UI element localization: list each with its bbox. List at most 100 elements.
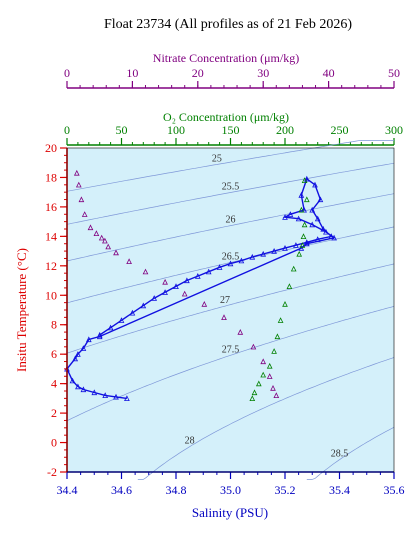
y-axis: -2 0 2 4 6 8 10 12 14 16 18 20: [45, 141, 68, 479]
data-point: [250, 343, 257, 350]
data-point: [314, 236, 321, 242]
y-tick-label: 8: [51, 318, 57, 332]
data-point: [298, 245, 305, 251]
data-point: [129, 309, 136, 316]
data-point: [75, 351, 81, 357]
data-point: [312, 181, 318, 188]
data-point: [96, 331, 103, 338]
data-series: [64, 169, 337, 401]
data-point: [273, 392, 280, 398]
data-point: [126, 258, 132, 264]
data-point: [290, 265, 297, 272]
data-point: [282, 214, 288, 220]
data-point: [216, 264, 223, 270]
data-point: [113, 249, 119, 256]
data-point: [98, 234, 105, 241]
y-tick-label: 10: [45, 288, 57, 302]
secondary-tick-label: 100: [167, 123, 185, 137]
series-2: [73, 169, 280, 398]
series-1: [249, 177, 310, 401]
contour-label: 26: [226, 215, 236, 226]
data-point: [238, 257, 245, 264]
data-point: [75, 181, 82, 188]
data-point: [80, 345, 87, 351]
data-point: [251, 389, 258, 396]
density-contour: [66, 226, 395, 304]
x-tick-label: 35.0: [220, 483, 241, 497]
data-point: [260, 371, 267, 378]
data-point: [271, 248, 277, 254]
data-point: [221, 314, 227, 320]
density-contour: [137, 357, 395, 480]
data-point: [201, 301, 208, 307]
data-point: [303, 175, 310, 182]
contour-label: 26.5: [222, 251, 240, 262]
data-point: [286, 283, 293, 289]
data-point: [142, 268, 149, 275]
series-line: [66, 177, 336, 400]
data-point: [118, 317, 125, 323]
data-point: [296, 250, 303, 257]
data-point: [113, 393, 119, 400]
data-point: [293, 242, 299, 248]
data-point: [85, 336, 92, 343]
y-tick-label: 2: [51, 406, 57, 420]
data-point: [102, 392, 109, 398]
data-point: [205, 268, 212, 275]
density-contours: 25 25.5 26 26.5 27 27.5 28 28.5: [66, 140, 395, 480]
contour-label: 27: [220, 295, 230, 306]
data-point: [124, 395, 130, 401]
x-tick-label: 34.6: [111, 483, 132, 497]
data-point: [80, 386, 87, 393]
y-tick-label: 16: [45, 200, 57, 214]
data-point: [194, 273, 201, 279]
contour-label: 25: [212, 153, 222, 164]
nitrate-axis-label: Nitrate Concentration (μm/kg): [153, 51, 299, 65]
data-point: [227, 260, 234, 267]
chart-title: Float 23734 (All profiles as of 21 Feb 2…: [104, 17, 352, 32]
plot-area: [67, 148, 394, 472]
data-point: [162, 289, 168, 295]
y-tick-label: 14: [45, 229, 57, 243]
data-point: [317, 196, 324, 203]
secondary-tick-label: 300: [385, 123, 403, 137]
data-point: [298, 206, 305, 213]
secondary-tick-label: 30: [257, 66, 269, 80]
data-point: [309, 206, 316, 213]
y-tick-label: 0: [51, 436, 57, 450]
data-point: [277, 317, 284, 323]
data-point: [320, 225, 327, 232]
data-point: [303, 239, 310, 245]
data-point: [270, 385, 276, 391]
data-point: [255, 380, 262, 387]
density-contour: [66, 305, 395, 422]
contour-label: 28: [185, 436, 195, 447]
oxygen-axis: O₂ Concentration (μm/kg) 0 50 100 150 200 250…: [64, 110, 403, 146]
data-point: [301, 177, 308, 183]
y-tick-label: 18: [45, 170, 57, 184]
secondary-tick-label: 20: [192, 66, 204, 80]
density-contour: [306, 426, 395, 480]
x-tick-label: 34.4: [57, 483, 78, 497]
oxygen-axis-label: O₂ Concentration (μm/kg): [163, 110, 289, 124]
data-point: [299, 242, 306, 248]
data-point: [287, 211, 294, 217]
x-tick-label: 35.2: [275, 483, 296, 497]
secondary-tick-label: 250: [331, 123, 349, 137]
data-point: [282, 245, 288, 251]
data-point: [162, 278, 168, 285]
data-point: [69, 377, 76, 384]
secondary-tick-label: 200: [276, 123, 294, 137]
y-axis-label: Insitu Temperature (°C): [14, 248, 29, 372]
data-point: [151, 295, 158, 301]
secondary-tick-label: 50: [388, 66, 400, 80]
data-point: [93, 230, 100, 236]
y-tick-label: 20: [45, 141, 57, 155]
contour-label: 27.5: [222, 344, 240, 355]
x-tick-label: 34.8: [166, 483, 187, 497]
data-point: [314, 215, 321, 222]
density-contour: [66, 162, 395, 225]
data-point: [102, 237, 108, 244]
y-tick-label: 6: [51, 347, 57, 361]
